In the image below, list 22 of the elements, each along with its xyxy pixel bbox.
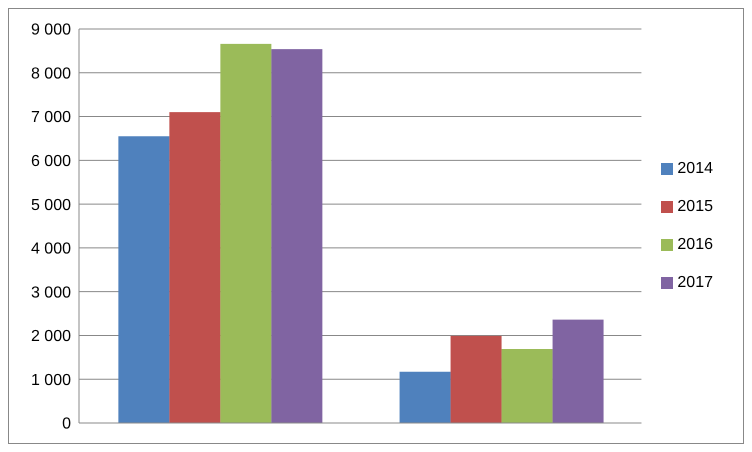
y-tick-label: 3 000 xyxy=(30,284,72,302)
bar xyxy=(450,336,502,423)
legend-label: 2017 xyxy=(677,274,713,291)
y-tick-label: 9 000 xyxy=(30,22,72,39)
bar xyxy=(400,372,451,423)
y-tick-label: 4 000 xyxy=(30,240,72,258)
y-tick-label: 5 000 xyxy=(30,196,72,214)
bar xyxy=(552,320,604,423)
y-tick-label: 0 xyxy=(62,416,72,433)
y-tick-label: 7 000 xyxy=(30,109,72,126)
y-tick-label: 2 000 xyxy=(30,328,72,346)
legend-label: 2016 xyxy=(677,236,713,253)
bar xyxy=(271,49,322,423)
legend-label: 2015 xyxy=(677,198,713,215)
bar xyxy=(118,136,170,423)
bar xyxy=(502,349,553,423)
bar xyxy=(220,44,272,423)
y-tick-label: 1 000 xyxy=(30,372,72,389)
y-tick-label: 8 000 xyxy=(30,65,72,82)
bar xyxy=(169,112,220,423)
legend-label: 2014 xyxy=(677,160,713,177)
y-tick-label: 6 000 xyxy=(30,153,72,170)
